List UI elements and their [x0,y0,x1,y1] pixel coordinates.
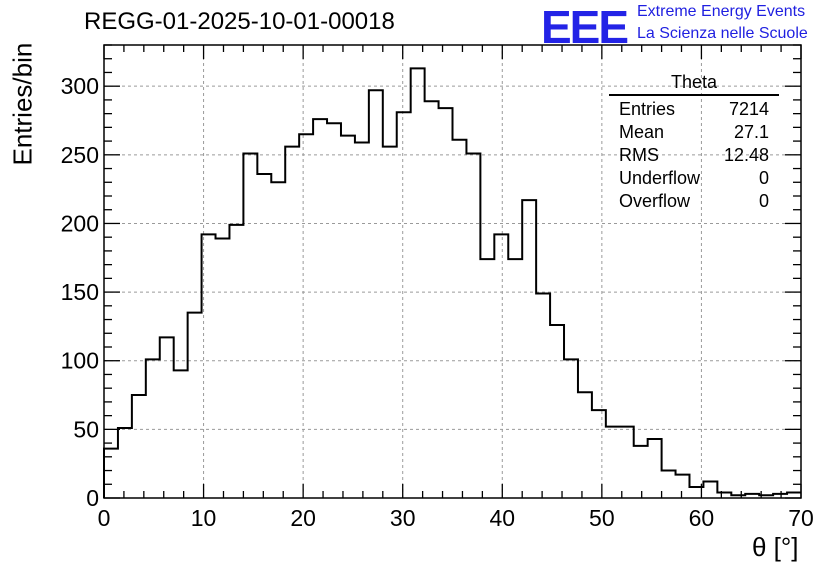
x-axis-label: θ [°] [752,532,799,562]
stats-row: Mean 27.1 [609,121,779,144]
y-tick-label: 200 [61,210,99,236]
plot-frame [103,44,802,499]
stats-row: RMS 12.48 [609,144,779,167]
stats-label: RMS [619,145,659,165]
y-tick-label: 0 [86,485,99,511]
stats-label: Mean [619,122,665,142]
x-tick-label: 50 [589,505,615,531]
stats-row: Entries 7214 [609,98,779,121]
logo-line-1: Extreme Energy Events [637,3,806,20]
axis-ticks [103,44,802,499]
y-axis-label: Entries/bin [7,42,38,166]
y-tick-label: 50 [73,416,99,442]
stats-row: Underflow 0 [609,167,779,190]
stats-value: 12.48 [723,145,769,165]
x-tick-labels: 0 10 20 30 40 50 60 70 [98,505,814,531]
x-tick-label: 60 [689,505,715,531]
x-tick-label: 20 [290,505,316,531]
x-tick-label: 0 [98,505,111,531]
y-tick-label: 100 [61,348,99,374]
stats-box: Theta Entries 7214 Mean 27.1 RMS 12.48 Unde… [609,72,779,213]
x-tick-label: 70 [788,505,814,531]
stats-label: Overflow [619,191,691,211]
grid [104,45,801,498]
stats-value: 7214 [728,99,769,119]
x-tick-label: 30 [390,505,416,531]
stats-title: Theta [609,72,779,96]
y-tick-label: 300 [61,73,99,99]
stats-label: Underflow [619,168,701,188]
y-tick-label: 250 [61,142,99,168]
stats-row: Overflow 0 [609,190,779,213]
x-tick-label: 40 [489,505,515,531]
logo-line-2: La Scienza nelle Scuole [637,25,808,42]
y-tick-labels: 0 50 100 150 200 250 300 [61,73,99,511]
chart-title: REGG-01-2025-10-01-00018 [84,8,395,35]
y-tick-label: 150 [61,279,99,305]
stats-value: 0 [758,168,769,188]
x-tick-label: 10 [191,505,217,531]
histogram-line [103,67,801,498]
stats-value: 27.1 [733,122,769,142]
eee-logo: EEE [541,1,629,53]
stats-value: 0 [758,191,769,211]
stats-label: Entries [619,99,676,119]
